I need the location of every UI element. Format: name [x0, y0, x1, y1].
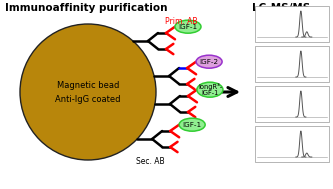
- Bar: [255, 6, 329, 42]
- Text: LC-MS/MS: LC-MS/MS: [252, 3, 310, 13]
- Text: Anti-IgG coated: Anti-IgG coated: [55, 94, 121, 104]
- Text: IGF-2: IGF-2: [199, 59, 219, 65]
- Ellipse shape: [179, 118, 205, 131]
- Text: Immunoaffinity purification: Immunoaffinity purification: [5, 3, 167, 13]
- Bar: [255, 46, 329, 82]
- Bar: [255, 126, 329, 162]
- Text: Magnetic bead: Magnetic bead: [57, 81, 119, 90]
- Text: IGF-1: IGF-1: [182, 122, 202, 128]
- Text: Sec. AB: Sec. AB: [136, 156, 164, 166]
- Text: longR³-
IGF-1: longR³- IGF-1: [198, 83, 222, 96]
- Ellipse shape: [175, 20, 201, 33]
- Circle shape: [20, 24, 156, 160]
- Ellipse shape: [196, 55, 222, 68]
- Text: Prim. AB: Prim. AB: [165, 16, 197, 26]
- Ellipse shape: [197, 82, 223, 97]
- Bar: [255, 86, 329, 122]
- Text: IGF-1: IGF-1: [178, 24, 197, 30]
